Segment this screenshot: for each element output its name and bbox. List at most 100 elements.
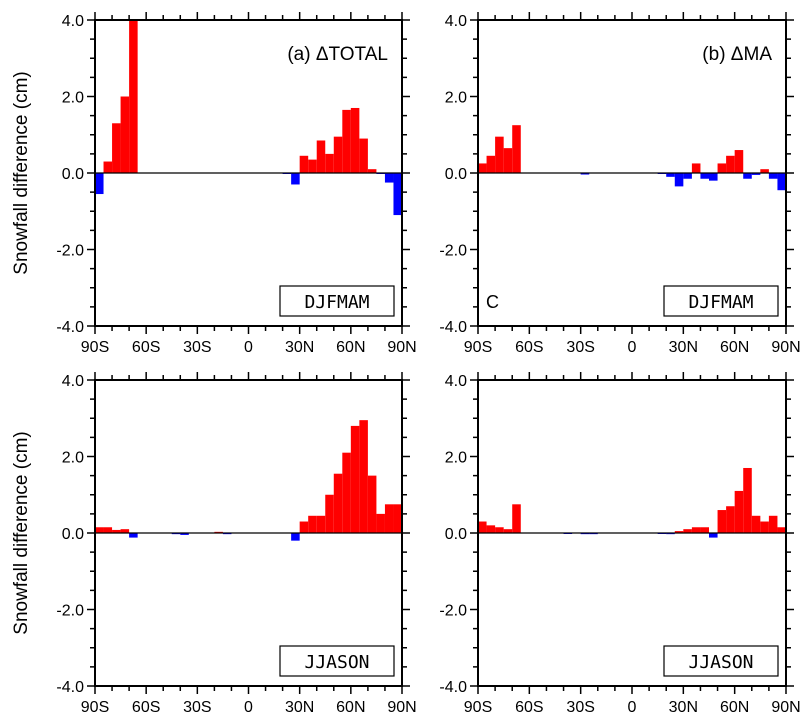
x-tick-label: 60N — [720, 339, 749, 356]
y-tick-label: -4.0 — [56, 679, 84, 696]
x-tick-label: 90S — [81, 339, 109, 356]
bar — [359, 138, 368, 173]
bar — [325, 153, 334, 174]
bar — [683, 173, 692, 179]
bar — [291, 533, 300, 541]
x-tick-label: 30N — [285, 339, 314, 356]
y-tick-label: -2.0 — [56, 243, 84, 260]
bar — [384, 504, 394, 533]
x-tick-label: 90N — [771, 699, 800, 716]
bar — [129, 20, 138, 173]
y-tick-label: 0.0 — [62, 526, 84, 543]
y-tick-label: -2.0 — [439, 603, 467, 620]
y-axis-label: Snowfall difference (cm) — [11, 71, 32, 274]
x-tick-label: 30N — [285, 699, 314, 716]
bar — [112, 529, 121, 533]
y-tick-label: 4.0 — [62, 13, 84, 30]
x-tick-label: 0 — [628, 699, 637, 716]
x-tick-label: 90N — [387, 339, 416, 356]
y-tick-label: -2.0 — [56, 603, 84, 620]
bar — [376, 513, 385, 534]
bar — [120, 96, 130, 173]
bar — [120, 529, 130, 533]
bar — [325, 494, 334, 533]
x-tick-label: 60S — [132, 699, 160, 716]
bar — [666, 173, 675, 177]
x-tick-label: 60N — [336, 699, 365, 716]
season-box — [663, 285, 779, 317]
bar — [751, 515, 761, 533]
season-label: DJFMAM — [688, 292, 753, 313]
y-tick-label: 4.0 — [445, 373, 467, 390]
bar — [367, 169, 377, 173]
bar — [342, 109, 351, 173]
bar — [691, 527, 701, 533]
bar — [291, 173, 300, 185]
bar — [768, 173, 778, 179]
bar — [717, 163, 727, 173]
bar — [95, 173, 104, 195]
bar — [777, 527, 786, 533]
bar — [503, 529, 513, 533]
y-tick-label: -2.0 — [439, 243, 467, 260]
x-tick-label: 30S — [566, 339, 594, 356]
season-label: JJASON — [688, 652, 753, 673]
y-tick-label: 0.0 — [445, 166, 467, 183]
x-tick-label: 0 — [244, 339, 253, 356]
bar — [299, 521, 309, 533]
x-tick-label: 60N — [336, 339, 365, 356]
bar — [103, 527, 113, 533]
x-tick-label: 90S — [81, 699, 109, 716]
y-tick-label: 4.0 — [62, 373, 84, 390]
bar — [393, 173, 402, 216]
bar — [768, 515, 778, 533]
y-tick-label: -4.0 — [439, 319, 467, 336]
bar — [691, 163, 701, 173]
season-box — [279, 645, 395, 677]
panel-top-right: 90S 60S 30S 0 30N 60N 90N -4.0 -2.0 0.0 2.0 4.0 (b) … — [439, 12, 800, 356]
bar — [700, 527, 709, 533]
bar — [734, 150, 744, 173]
bar — [333, 473, 343, 533]
bar — [359, 420, 368, 533]
bar — [342, 452, 351, 533]
bar — [760, 521, 769, 533]
x-tick-label: 30N — [669, 699, 698, 716]
bar — [503, 148, 513, 173]
bar — [674, 531, 684, 533]
bar — [333, 136, 343, 173]
bar — [478, 521, 487, 533]
x-tick-label: 30N — [669, 339, 698, 356]
bar — [112, 123, 121, 173]
bar — [316, 515, 326, 533]
bar — [580, 173, 590, 175]
bar — [308, 515, 317, 533]
bar — [393, 504, 402, 533]
x-tick-label: 30S — [566, 699, 594, 716]
y-axis-label: Snowfall difference (cm) — [11, 431, 32, 634]
y-tick-label: -4.0 — [56, 319, 84, 336]
bar — [384, 173, 394, 183]
bar — [751, 173, 761, 175]
y-tick-label: 2.0 — [445, 450, 467, 467]
bar — [726, 155, 735, 173]
bar — [350, 107, 360, 173]
bar — [709, 173, 718, 181]
bar — [486, 155, 496, 173]
bar — [316, 140, 326, 173]
bar — [726, 506, 735, 533]
x-tick-label: 60S — [132, 339, 160, 356]
bar — [512, 125, 521, 173]
x-tick-label: 30S — [183, 339, 211, 356]
bar — [743, 173, 752, 179]
bar — [350, 425, 360, 533]
panel-bottom-left: 90S 60S 30S 0 30N 60N 90N -4.0 -2.0 0.0 2.0 4.0 JJAS… — [11, 372, 417, 716]
y-tick-label: 2.0 — [62, 90, 84, 107]
bar — [777, 173, 786, 191]
bar — [308, 159, 317, 173]
bar — [478, 163, 487, 173]
season-label: DJFMAM — [304, 292, 369, 313]
bar — [674, 173, 684, 187]
bar — [95, 527, 104, 533]
